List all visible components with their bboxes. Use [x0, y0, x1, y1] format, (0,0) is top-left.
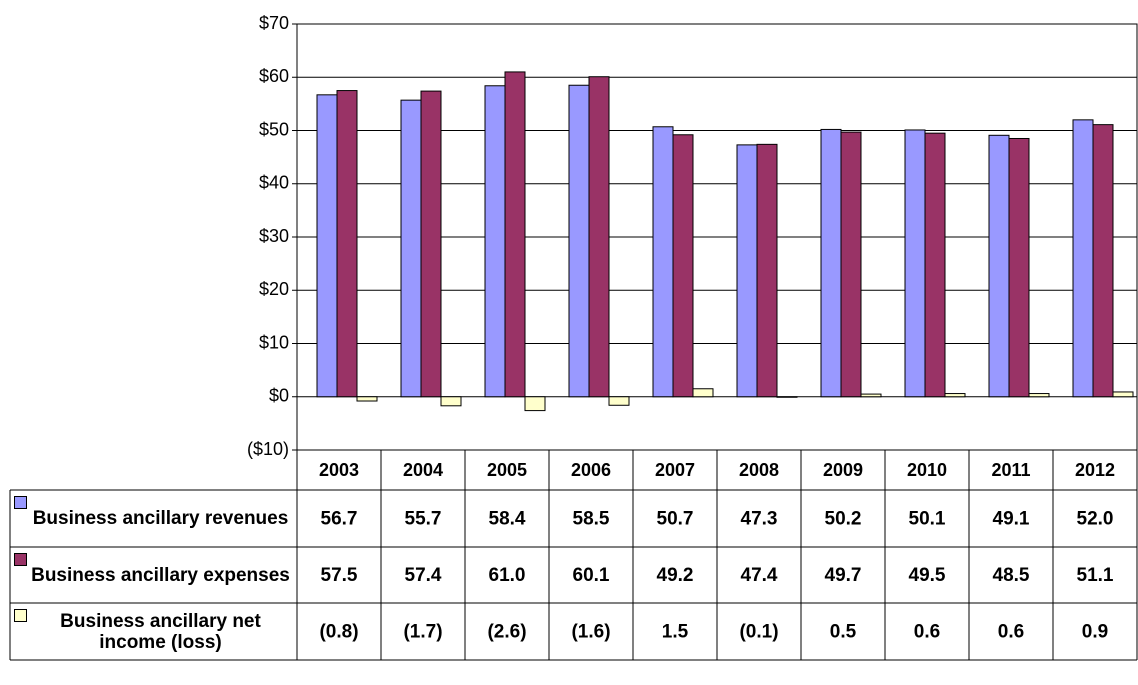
x-tick-label: 2006 — [571, 460, 611, 480]
bar — [672, 134, 694, 398]
x-tick-label: 2005 — [487, 460, 527, 480]
y-tick-label: $50 — [259, 119, 289, 139]
y-tick-label: $30 — [259, 226, 289, 246]
bar — [568, 84, 590, 398]
data-label: 55.7 — [405, 509, 442, 530]
legend-label: Business ancillary revenues — [32, 508, 289, 529]
data-label: 0.6 — [914, 622, 940, 643]
y-tick-label: $20 — [259, 279, 289, 299]
data-label: 47.3 — [741, 509, 778, 530]
x-tick-label: 2012 — [1075, 460, 1115, 480]
bar — [1008, 137, 1030, 398]
data-label: 51.1 — [1077, 565, 1114, 586]
bar — [588, 76, 610, 398]
x-tick-label: 2003 — [319, 460, 359, 480]
x-tick-label: 2007 — [655, 460, 695, 480]
legend-swatch — [14, 609, 27, 622]
bar — [736, 144, 758, 398]
x-tick-label: 2010 — [907, 460, 947, 480]
data-label: 50.2 — [825, 509, 862, 530]
data-label: 57.4 — [405, 565, 442, 586]
bar — [484, 85, 506, 398]
y-tick-label: $70 — [259, 13, 289, 33]
data-label: 48.5 — [993, 565, 1030, 586]
data-label: (0.8) — [319, 622, 358, 643]
bar — [1072, 119, 1094, 398]
y-tick-label: $0 — [269, 386, 289, 406]
data-label: 47.4 — [741, 565, 778, 586]
bar — [988, 134, 1010, 398]
data-label: 49.1 — [993, 509, 1030, 530]
data-label: 0.5 — [830, 622, 857, 643]
legend-label: Business ancillary net income (loss) — [60, 610, 261, 653]
bar — [1092, 124, 1114, 398]
bar — [400, 99, 422, 398]
bar — [356, 396, 378, 402]
data-label: 1.5 — [662, 622, 689, 643]
bar — [1028, 393, 1050, 398]
data-label: (1.6) — [571, 622, 610, 643]
data-label: (0.1) — [739, 622, 778, 643]
bar — [316, 94, 338, 398]
data-label: 61.0 — [489, 565, 526, 586]
data-label: 58.5 — [573, 509, 610, 530]
data-label: 57.5 — [321, 565, 358, 586]
legend-label: Business ancillary expenses — [31, 564, 290, 586]
data-label: 49.7 — [825, 565, 862, 586]
y-tick-label: $60 — [259, 66, 289, 86]
bar — [524, 396, 546, 412]
data-label: 52.0 — [1077, 509, 1114, 530]
bar — [440, 396, 462, 407]
data-label: (1.7) — [403, 622, 442, 643]
data-label: 50.1 — [909, 509, 946, 530]
x-tick-label: 2008 — [739, 460, 779, 480]
bar — [504, 71, 526, 398]
data-label: 60.1 — [573, 565, 610, 586]
bar — [860, 393, 882, 398]
bar — [840, 131, 862, 398]
x-tick-label: 2011 — [991, 460, 1030, 480]
bar — [904, 129, 926, 398]
data-label: 49.5 — [909, 565, 946, 586]
bar — [608, 396, 630, 406]
x-tick-label: 2009 — [823, 460, 863, 480]
bar — [336, 90, 358, 398]
bar — [820, 128, 842, 398]
y-tick-label: $10 — [259, 332, 289, 352]
bar — [420, 90, 442, 398]
bar — [756, 143, 778, 398]
bar — [1112, 391, 1134, 398]
y-tick-label: $40 — [259, 173, 289, 193]
bar — [776, 396, 798, 398]
legend-swatch — [14, 496, 27, 509]
data-label: 56.7 — [321, 509, 358, 530]
legend-entry: Business ancillary expenses — [10, 547, 297, 603]
x-tick-label: 2004 — [403, 460, 443, 480]
data-label: (2.6) — [487, 622, 526, 643]
data-label: 0.6 — [998, 622, 1024, 643]
data-label: 58.4 — [489, 509, 526, 530]
legend-entry: Business ancillary net income (loss) — [10, 603, 297, 660]
legend-swatch — [14, 553, 27, 566]
data-label: 0.9 — [1082, 622, 1108, 643]
bar — [692, 388, 714, 398]
data-label: 49.2 — [657, 565, 694, 586]
y-tick-label: ($10) — [247, 439, 289, 459]
data-label: 50.7 — [657, 509, 694, 530]
bar — [944, 393, 966, 398]
bar — [652, 126, 674, 398]
legend-entry: Business ancillary revenues — [10, 490, 297, 547]
bar — [924, 132, 946, 398]
